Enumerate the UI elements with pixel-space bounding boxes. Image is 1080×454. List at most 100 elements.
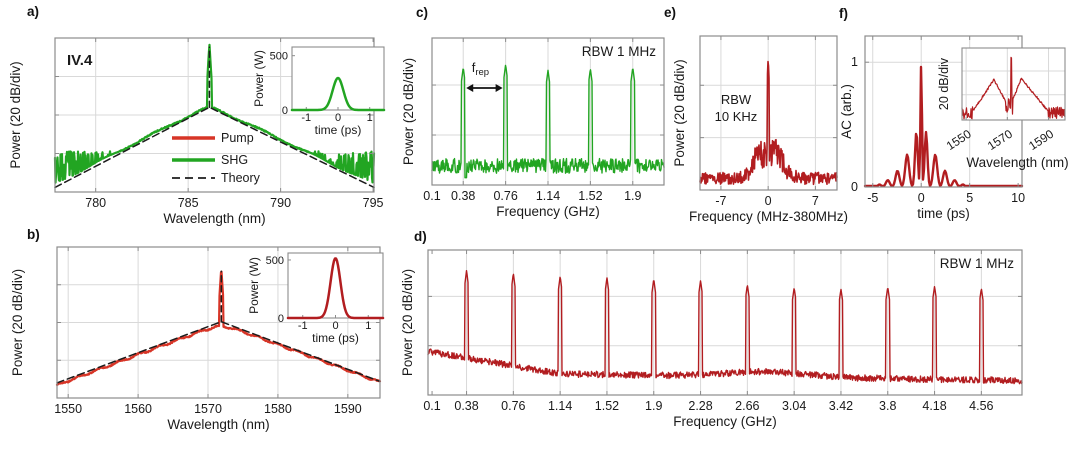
d-xtick-0.76: 0.76	[501, 399, 525, 413]
e-rbw-line2: 10 KHz	[715, 109, 758, 124]
panel-label-b: b)	[27, 227, 40, 242]
panel-label-c: c)	[416, 5, 429, 20]
a-annotation: IV.4	[67, 52, 93, 69]
b-xtick-1580: 1580	[264, 402, 292, 416]
a-xtick-790: 790	[270, 196, 291, 210]
d-xtick-3.8: 3.8	[879, 399, 896, 413]
a-inset-xtick: 0	[335, 112, 341, 124]
d-xtick-2.66: 2.66	[735, 399, 759, 413]
e-xtick--7: -7	[715, 194, 726, 208]
b-inset-pulse	[286, 257, 385, 320]
e-xtick-0: 0	[765, 194, 772, 208]
c-comb-trace	[431, 64, 665, 179]
b-xlabel: Wavelength (nm)	[167, 417, 269, 432]
panel-a-chart: 780 785 790 795 Wavelength (nm) Power (20 dB/…	[8, 37, 386, 226]
b-inset-xtick: -1	[298, 320, 308, 332]
a-theory-trace	[54, 106, 375, 189]
b-inset-ytick: 500	[266, 255, 284, 267]
c-ylabel: Power (20 dB/div)	[401, 58, 416, 165]
d-xtick-0.1: 0.1	[423, 399, 440, 413]
a-inset-ylabel: Power (W)	[252, 50, 266, 107]
f-inset-spectrum-trace	[961, 56, 1066, 120]
e-rbw-line1: RBW	[721, 92, 752, 107]
c-xtick-0.76: 0.76	[493, 189, 517, 203]
axes-box	[427, 249, 1023, 396]
f-ytick: 1	[851, 55, 858, 69]
f-xtick: 10	[1011, 191, 1025, 205]
f-xtick: 5	[966, 191, 973, 205]
b-inset-ytick: 0	[278, 313, 284, 325]
d-xlabel: Frequency (GHz)	[673, 414, 777, 429]
legend-label-Theory: Theory	[221, 171, 261, 185]
panel-c-chart: 0.1 0.38 0.76 1.14 1.52 1.9 Frequency (GHz) Pow…	[401, 37, 665, 219]
e-xtick-7: 7	[812, 194, 819, 208]
c-xtick-1.14: 1.14	[536, 189, 560, 203]
d-xtick-3.42: 3.42	[829, 399, 853, 413]
b-xtick-1570: 1570	[194, 402, 222, 416]
a-data-trace	[53, 43, 376, 184]
panel-b-chart: 1550 1560 1570 1580 1590 Wavelength (nm) Power…	[10, 246, 385, 432]
a-inset-xtick: 1	[367, 112, 373, 124]
b-xtick-1550: 1550	[54, 402, 82, 416]
f-ac-trace	[863, 65, 1024, 188]
c-xtick-1.52: 1.52	[578, 189, 602, 203]
d-xtick-3.04: 3.04	[782, 399, 806, 413]
b-data-trace	[55, 270, 382, 386]
d-xtick-4.56: 4.56	[969, 399, 993, 413]
e-xlabel: Frequency (MHz-380MHz)	[689, 209, 848, 224]
d-comb-trace	[427, 270, 1023, 385]
f-xtick: 0	[918, 191, 925, 205]
panel-label-a: a)	[27, 4, 40, 19]
d-xtick-4.18: 4.18	[922, 399, 946, 413]
a-inset-ytick: 0	[282, 105, 288, 117]
a-ylabel: Power (20 dB/div)	[8, 61, 23, 168]
a-inset-ytick: 500	[270, 51, 288, 63]
b-inset-ylabel: Power (W)	[247, 257, 261, 314]
d-xtick-2.28: 2.28	[688, 399, 712, 413]
d-xtick-0.38: 0.38	[454, 399, 478, 413]
d-rbw-annotation: RBW 1 MHz	[940, 256, 1015, 271]
a-inset-xtick: -1	[301, 112, 311, 124]
f-xtick: -5	[867, 191, 878, 205]
c-xtick-0.38: 0.38	[451, 189, 475, 203]
f-inset-xlabel: Wavelength (nm)	[966, 155, 1068, 170]
b-inset-xtick: 0	[332, 320, 338, 332]
panel-label-e: e)	[664, 5, 677, 20]
d-xtick-1.14: 1.14	[548, 399, 572, 413]
b-xtick-1590: 1590	[334, 402, 362, 416]
b-inset-xlabel: time (ps)	[312, 331, 359, 345]
a-xtick-795: 795	[363, 196, 384, 210]
f-ytick: 0	[851, 180, 858, 194]
f-inset-xtick: 1590	[1026, 127, 1056, 153]
panel-d-chart: 0.1 0.38 0.76 1.14 1.52 1.9 2.28 2.66 3.04 3.42 3.…	[400, 249, 1023, 429]
d-xtick-1.52: 1.52	[595, 399, 619, 413]
panel-label-f: f)	[839, 6, 848, 21]
b-ylabel: Power (20 dB/div)	[10, 269, 25, 376]
panel-label-d: d)	[414, 229, 427, 244]
f-inset-ylabel: 20 dB/div	[937, 57, 951, 110]
legend-label-SHG: SHG	[221, 153, 248, 167]
a-inset-xlabel: time (ps)	[315, 123, 362, 137]
f-xlabel: time (ps)	[917, 206, 970, 221]
c-xtick-1.9: 1.9	[624, 189, 641, 203]
c-xlabel: Frequency (GHz)	[496, 204, 600, 219]
a-xtick-785: 785	[178, 196, 199, 210]
b-xtick-1560: 1560	[124, 402, 152, 416]
legend-label-Pump: Pump	[221, 131, 254, 145]
c-xtick-0.1: 0.1	[423, 189, 440, 203]
a-inset-pulse	[290, 76, 386, 112]
legend: Pump SHG Theory	[172, 131, 261, 185]
d-ylabel: Power (20 dB/div)	[400, 269, 415, 376]
a-xlabel: Wavelength (nm)	[163, 211, 265, 226]
a-xtick-780: 780	[85, 196, 106, 210]
e-beat-trace	[699, 60, 838, 186]
b-inset-xtick: 1	[365, 320, 371, 332]
e-ylabel: Power (20 dB/div)	[672, 59, 687, 166]
c-rbw-annotation: RBW 1 MHz	[582, 44, 657, 59]
